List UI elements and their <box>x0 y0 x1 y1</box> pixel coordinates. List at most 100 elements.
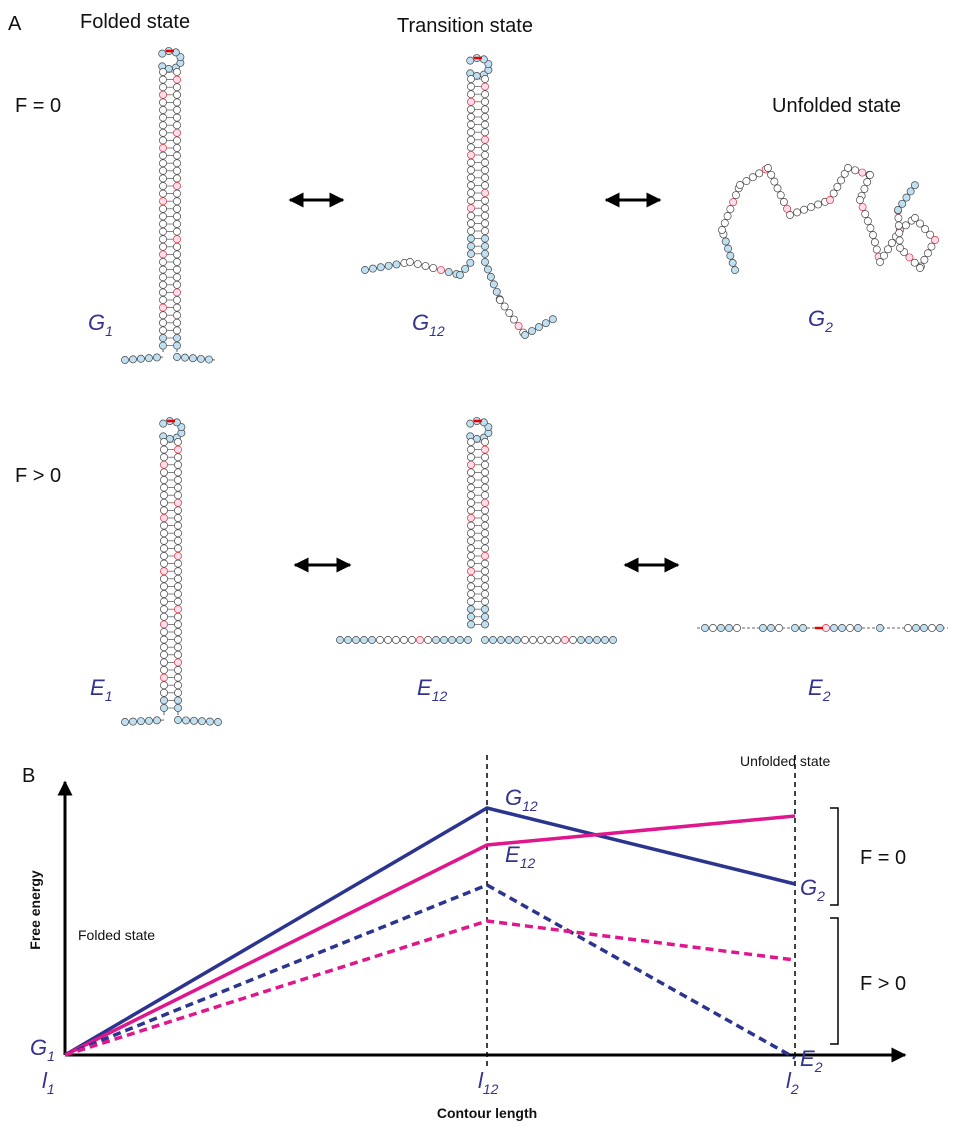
residue <box>481 220 488 227</box>
residue <box>481 129 488 136</box>
residue <box>481 568 488 575</box>
residue <box>542 320 549 327</box>
residue <box>467 583 474 590</box>
energy-profiles <box>65 808 795 1058</box>
residue <box>174 476 181 483</box>
residue <box>160 590 167 597</box>
residue <box>899 200 906 207</box>
residue <box>481 590 488 597</box>
residue <box>484 266 491 273</box>
residue <box>159 236 166 243</box>
residue <box>173 342 180 349</box>
residue <box>873 246 880 253</box>
residue <box>601 636 608 643</box>
residue <box>160 644 167 651</box>
residue <box>467 514 474 521</box>
residue <box>173 76 180 83</box>
residue <box>159 160 166 167</box>
residue <box>467 606 474 613</box>
residue <box>859 169 866 176</box>
residue <box>173 175 180 182</box>
residue <box>585 636 592 643</box>
residue <box>481 243 488 250</box>
residue <box>159 144 166 151</box>
residue <box>189 355 196 362</box>
residue <box>537 636 544 643</box>
residue <box>174 469 181 476</box>
residue <box>561 636 568 643</box>
residue <box>174 484 181 491</box>
residue <box>481 159 488 166</box>
residue <box>384 636 391 643</box>
residue <box>159 213 166 220</box>
residue <box>198 718 205 725</box>
residue <box>467 598 474 605</box>
residue <box>464 636 471 643</box>
unfolded-label: Unfolded state <box>740 753 830 769</box>
residue <box>866 171 873 178</box>
panel-label: B <box>22 765 35 787</box>
residue <box>153 717 160 724</box>
residue <box>481 598 488 605</box>
residue <box>376 636 383 643</box>
residue <box>743 178 750 185</box>
residue <box>160 598 167 605</box>
residue <box>515 322 522 329</box>
x-tick-label: l12 <box>478 1068 499 1097</box>
residue <box>467 57 474 64</box>
residue <box>593 636 600 643</box>
residue <box>174 560 181 567</box>
residue <box>880 252 887 259</box>
residue <box>173 312 180 319</box>
residue <box>489 636 496 643</box>
residue <box>467 98 474 105</box>
residue <box>912 624 919 631</box>
column-title: Folded state <box>80 11 190 33</box>
residue <box>159 266 166 273</box>
residue <box>733 624 740 631</box>
residue <box>159 152 166 159</box>
residue <box>924 250 931 257</box>
residue <box>160 420 167 427</box>
residue <box>159 274 166 281</box>
residue <box>174 583 181 590</box>
residue <box>467 167 474 174</box>
residue <box>481 75 488 82</box>
residue <box>422 262 429 269</box>
residue <box>467 621 474 628</box>
residue <box>173 205 180 212</box>
residue <box>724 245 731 252</box>
structures <box>121 47 948 725</box>
residue <box>174 454 181 461</box>
residue <box>467 113 474 120</box>
residue <box>467 227 474 234</box>
residue <box>718 226 725 233</box>
residue <box>159 205 166 212</box>
residue <box>822 624 829 631</box>
residue <box>160 666 167 673</box>
residue <box>160 568 167 575</box>
residue <box>173 251 180 258</box>
residue <box>481 197 488 204</box>
residue <box>854 624 861 631</box>
residue <box>174 659 181 666</box>
residue <box>859 203 866 210</box>
residue <box>424 636 431 643</box>
residue <box>392 636 399 643</box>
residue <box>736 181 743 188</box>
residue <box>467 469 474 476</box>
residue <box>159 281 166 288</box>
residue <box>160 636 167 643</box>
residue <box>160 438 167 445</box>
residue <box>467 220 474 227</box>
residue <box>759 624 766 631</box>
residue <box>867 225 874 232</box>
residue <box>481 469 488 476</box>
residue <box>911 182 918 189</box>
residue <box>173 144 180 151</box>
residue <box>174 461 181 468</box>
residue <box>368 636 375 643</box>
residue <box>159 190 166 197</box>
residue <box>160 682 167 689</box>
residue <box>173 296 180 303</box>
